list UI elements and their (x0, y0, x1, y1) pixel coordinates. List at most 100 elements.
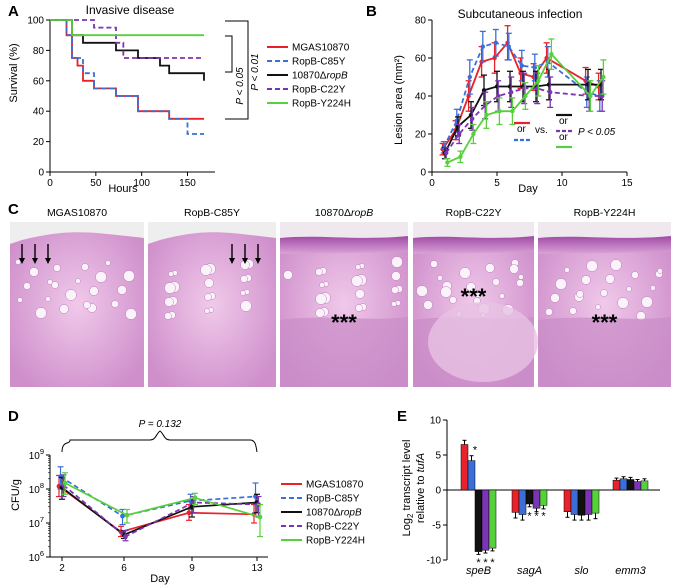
panel-b-point (509, 90, 514, 95)
panel-label-c: C (8, 201, 19, 218)
panel-d-ytick-label: 107 (29, 515, 44, 530)
panel-b-point (496, 93, 501, 99)
panel-e-ylabel: Log2 transcript level relative to tufA (401, 440, 427, 537)
panel-b-point (457, 131, 462, 137)
panel-d-point (186, 510, 192, 516)
panel-d-ytick-exp: 6 (40, 549, 44, 558)
panel-d-ytick-exp: 9 (40, 447, 44, 456)
panel-d-series-ropb-y224h (64, 482, 261, 518)
panel-e-bar-emm3-ropb-c85y (619, 478, 628, 491)
histology-deep-layer (538, 317, 671, 387)
histology-fat-cell (355, 264, 361, 270)
histology-fat-cell (610, 259, 622, 271)
histology-necrotic-area (428, 302, 538, 382)
panel-b-xtick-label: 15 (621, 178, 633, 189)
histology-label: MGAS10870 (47, 207, 107, 219)
histology-fat-cell (111, 300, 119, 308)
panel-b-legend-or: or (559, 132, 569, 143)
panel-d-legend-label-ropb-c22y: RopB-C22Y (306, 522, 360, 533)
panel-a-ytick-label: 20 (33, 137, 45, 148)
panel-b-point (480, 44, 485, 49)
panel-e-ytick-label: 5 (435, 451, 441, 462)
histology-fat-cell (492, 278, 500, 286)
panel-b-ytick-label: 20 (415, 130, 427, 141)
histology-label-italic: ropB (351, 207, 373, 219)
histology-fat-cell (657, 268, 663, 274)
panel-a-bracket-outer (225, 20, 249, 120)
histology-tile-1: MGAS10870 (10, 207, 144, 387)
panel-a-xtick-label: 100 (133, 178, 150, 189)
panel-a-legend-label-ropb-y224h: RopB-Y224H (292, 99, 351, 110)
panel-e-ylabel-mid: transcript level (401, 440, 413, 514)
panel-b-point (601, 74, 606, 80)
panel-e-bar-slo-ropb-c22y (584, 489, 593, 515)
histology-fat-cell (45, 296, 51, 302)
histology-fat-cell (391, 286, 399, 294)
panel-d-xtick-label: 6 (121, 563, 127, 574)
histology-background (280, 222, 408, 238)
panel-d-legend-label-ropb-y224h: RopB-Y224H (306, 536, 365, 547)
panel-d-ylabel: CFU/g (10, 479, 22, 511)
histology-tile-2: RopB-C85Y (148, 207, 276, 387)
histology-fat-cell (586, 260, 598, 272)
panel-d-ytick-label: 108 (29, 481, 44, 496)
panel-b-ytick-label: 80 (415, 16, 427, 27)
panel-b-point (444, 150, 449, 156)
histology-arrow-head-icon (255, 258, 261, 264)
histology-fat-cell (23, 282, 31, 290)
panel-b-ytick-label: 0 (420, 168, 426, 179)
histology-arrow-head-icon (45, 258, 51, 264)
histology-fat-cell (576, 290, 584, 298)
histology-fat-cell (423, 300, 433, 310)
panel-a-xtick-label: 0 (47, 178, 53, 189)
histology-fat-cell (47, 279, 53, 285)
histology-fat-cell (53, 264, 61, 272)
panel-a-legend-label-10870-ropb-pre: 10870Δ (292, 71, 327, 82)
panel-d-point (123, 534, 128, 539)
panel-label-b: B (366, 3, 377, 20)
histology-fat-cell (555, 278, 567, 290)
histology-fat-cell (204, 278, 214, 288)
panel-e-bar-slo-ropb-c85y (570, 489, 579, 515)
panel-b-xtick-label: 10 (556, 178, 568, 189)
panel-b-point (481, 88, 487, 93)
panel-b-legend-stat: P < 0.05 (578, 127, 616, 138)
histology-fat-cell (315, 268, 323, 276)
histology-fat-cell (449, 296, 457, 304)
panel-a-legend-label-ropb-c85y: RopB-C85Y (292, 57, 346, 68)
histology-fat-cell (315, 308, 325, 318)
panel-e-significance-star-speb: * (483, 557, 488, 569)
panel-d-series-10870-ropb (61, 486, 258, 536)
histology-background (538, 222, 671, 238)
panel-c-histology: MGAS10870 RopB-C85Y 10870ΔropB***RopB-C22Y… (10, 207, 671, 387)
panel-e-ylabel-log: Log (401, 518, 413, 536)
panel-d-xtick-label: 9 (189, 563, 195, 574)
panel-b-ylabel: Lesion area (mm²) (393, 55, 405, 145)
panel-b-series-ropb-c85y (442, 41, 601, 148)
panel-d-xtick-label: 2 (59, 563, 65, 574)
panel-d-legend-label-10870-ropb: 10870ΔropB (306, 508, 362, 519)
histology-fat-cell (416, 285, 428, 297)
histology-fat-cell (83, 301, 91, 309)
panel-a-ytick-label: 60 (33, 76, 45, 87)
histology-fat-cell (499, 293, 505, 299)
histology-fat-cell (550, 293, 560, 303)
panel-e-category-saga: sagA (517, 565, 542, 577)
histology-label: RopB-C85Y (184, 207, 240, 219)
panel-e-category-speb: speB (466, 565, 491, 577)
histology-fat-cell (204, 293, 212, 301)
histology-epidermis (280, 236, 408, 254)
panel-e-significance-star-saga: * (527, 511, 532, 523)
panel-d-ytick-label: 106 (29, 549, 44, 564)
panel-b-point (523, 93, 528, 99)
histology-fat-cell (240, 290, 246, 296)
panel-d-brace (61, 430, 258, 453)
histology-fat-cell (631, 271, 639, 279)
panel-e-significance-star-saga: * (541, 511, 546, 523)
histology-fat-cell (569, 307, 577, 315)
histology-label: RopB-C22Y (445, 207, 501, 219)
histology-fat-cell (617, 297, 629, 309)
panel-b-point (519, 63, 524, 68)
